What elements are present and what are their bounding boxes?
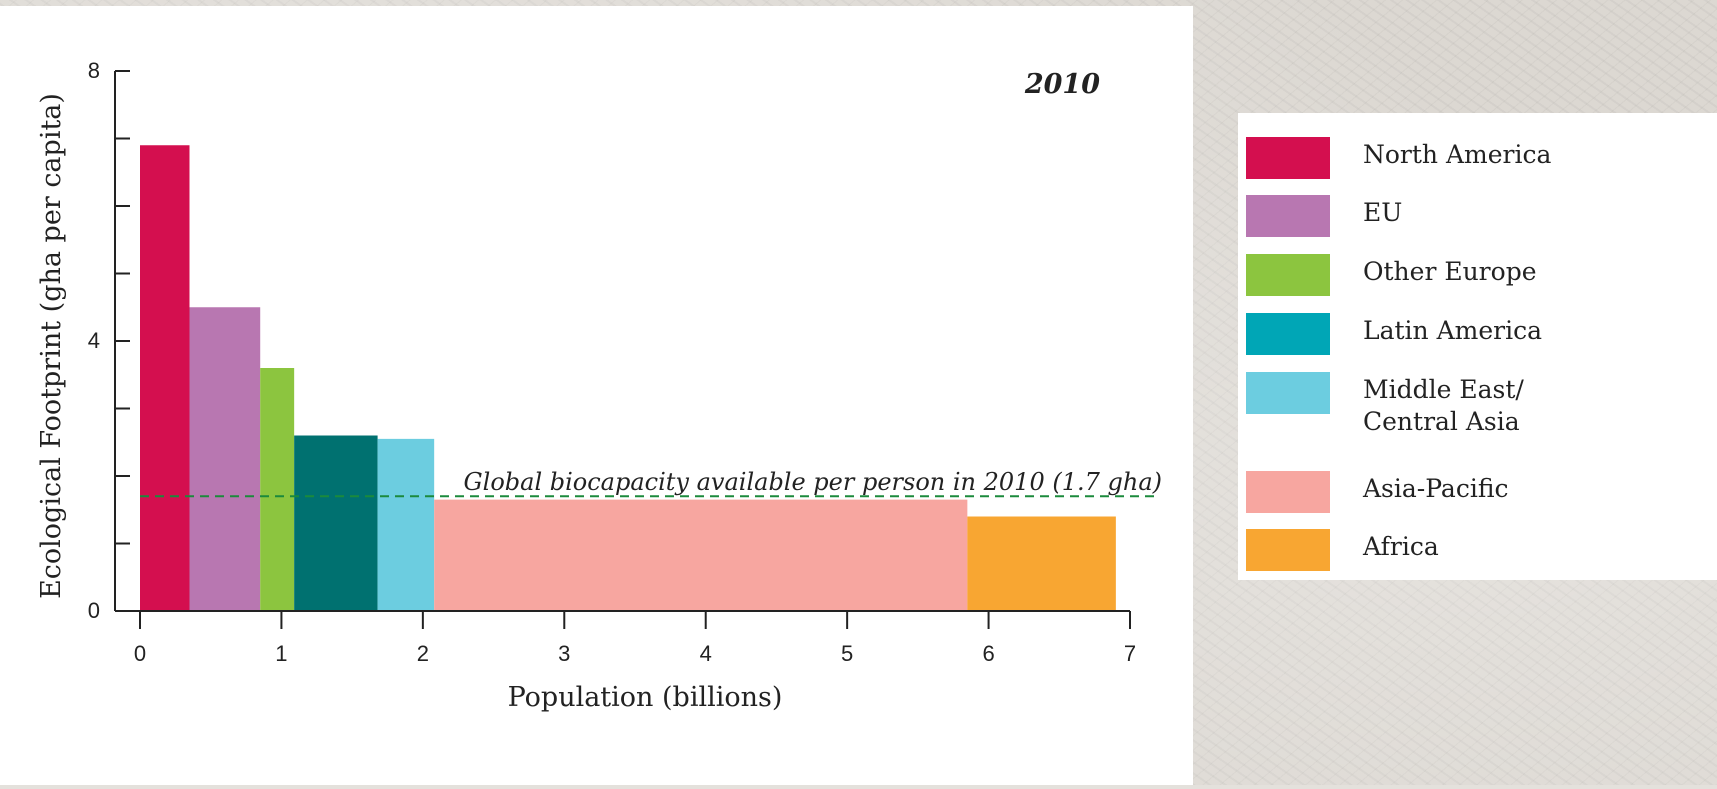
y-tick-label: 4 — [88, 328, 100, 353]
legend-label: Other Europe — [1363, 257, 1537, 286]
legend-label: Middle East/ Central Asia — [1363, 375, 1524, 436]
legend-item-latin-america: Latin America — [1246, 313, 1706, 355]
legend-item-north-america: North America — [1246, 137, 1706, 179]
legend-item-middle-east-central-asia: Middle East/ Central Asia — [1246, 372, 1706, 452]
bar-latin-america — [294, 435, 378, 611]
biocapacity-reference-label: Global biocapacity available per person … — [463, 468, 1162, 496]
bar-middle-east-central-asia — [377, 438, 435, 611]
x-tick-label: 3 — [558, 641, 570, 666]
bar-north-america — [140, 145, 190, 611]
legend-panel: North America EU Other Europe Latin Amer… — [1238, 113, 1717, 580]
legend-item-africa: Africa — [1246, 529, 1706, 571]
x-axis-label: Population (billions) — [508, 682, 783, 713]
legend-label: EU — [1363, 198, 1403, 227]
bar-africa — [967, 516, 1116, 611]
legend-label: North America — [1363, 140, 1552, 169]
bars-layer — [140, 145, 1116, 611]
x-tick-label: 5 — [841, 641, 853, 666]
legend-label: Asia-Pacific — [1363, 474, 1509, 503]
legend-label: Latin America — [1363, 316, 1543, 345]
legend-item-asia-pacific: Asia-Pacific — [1246, 471, 1706, 513]
y-axis-label: Ecological Footprint (gha per capita) — [36, 93, 67, 599]
legend-swatch — [1246, 313, 1330, 355]
bar-other-europe — [260, 368, 295, 611]
x-tick-label: 7 — [1124, 641, 1136, 666]
bar-eu — [189, 307, 261, 611]
x-tick-label: 2 — [417, 641, 429, 666]
legend-item-eu: EU — [1246, 195, 1706, 237]
x-tick-label: 0 — [134, 641, 146, 666]
chart-title: 2010 — [1024, 69, 1100, 100]
footprint-bar-chart: Global biocapacity available per person … — [36, 58, 1162, 713]
legend-swatch — [1246, 471, 1330, 513]
x-tick-label: 4 — [700, 641, 712, 666]
legend-swatch — [1246, 372, 1330, 414]
y-tick-label: 0 — [88, 598, 100, 623]
x-tick-label: 1 — [275, 641, 287, 666]
legend-item-other-europe: Other Europe — [1246, 254, 1706, 296]
x-tick-label: 6 — [982, 641, 994, 666]
legend-swatch — [1246, 137, 1330, 179]
chart-panel: Global biocapacity available per person … — [0, 6, 1193, 785]
legend-swatch — [1246, 195, 1330, 237]
bar-asia-pacific — [434, 499, 968, 611]
axes-layer: 0 4 8 0 1 2 3 4 5 6 7 — [88, 58, 1136, 666]
legend-swatch — [1246, 254, 1330, 296]
legend-swatch — [1246, 529, 1330, 571]
legend-label: Africa — [1363, 532, 1439, 561]
y-tick-label: 8 — [88, 58, 100, 83]
